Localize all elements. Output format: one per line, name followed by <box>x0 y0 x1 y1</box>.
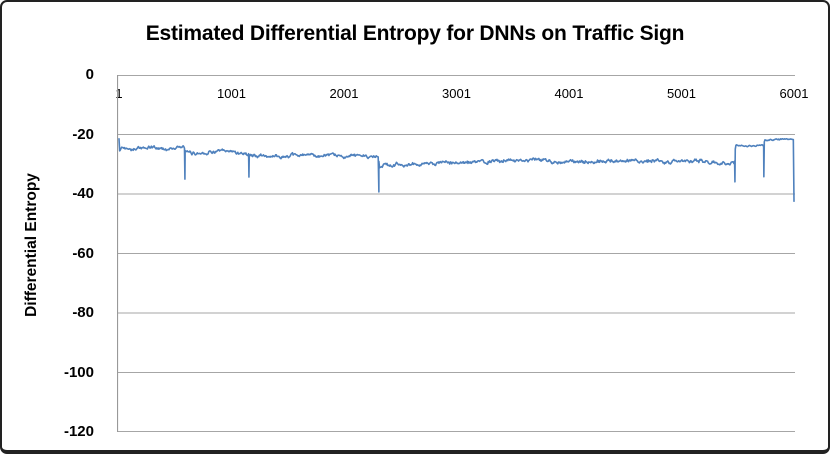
y-tick-label: -60 <box>72 244 94 262</box>
x-tick-label: 4001 <box>554 86 584 101</box>
y-tick-label: -20 <box>72 125 94 143</box>
x-tick-label: 6001 <box>779 86 809 101</box>
y-tick-label: -40 <box>72 185 94 202</box>
x-tick-label: 5001 <box>667 86 696 101</box>
x-tick-label: 1 <box>115 86 123 101</box>
y-tick-label: 0 <box>85 66 94 83</box>
y-tick-label: -80 <box>72 304 94 321</box>
x-tick-label: 1001 <box>217 86 246 101</box>
x-tick-label: 3001 <box>442 86 471 101</box>
x-tick-label: 2001 <box>329 86 359 101</box>
series-line <box>118 137 795 202</box>
plot-area <box>117 75 795 432</box>
y-tick-label: -100 <box>63 363 94 381</box>
y-tick-label: -120 <box>63 423 94 440</box>
gridlines <box>117 75 795 432</box>
chart-title: Estimated Differential Entropy for DNNs … <box>145 22 685 45</box>
